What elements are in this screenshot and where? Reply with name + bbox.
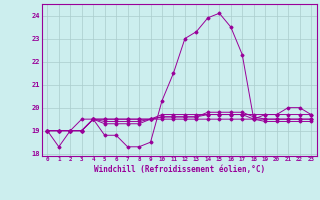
X-axis label: Windchill (Refroidissement éolien,°C): Windchill (Refroidissement éolien,°C) — [94, 165, 265, 174]
